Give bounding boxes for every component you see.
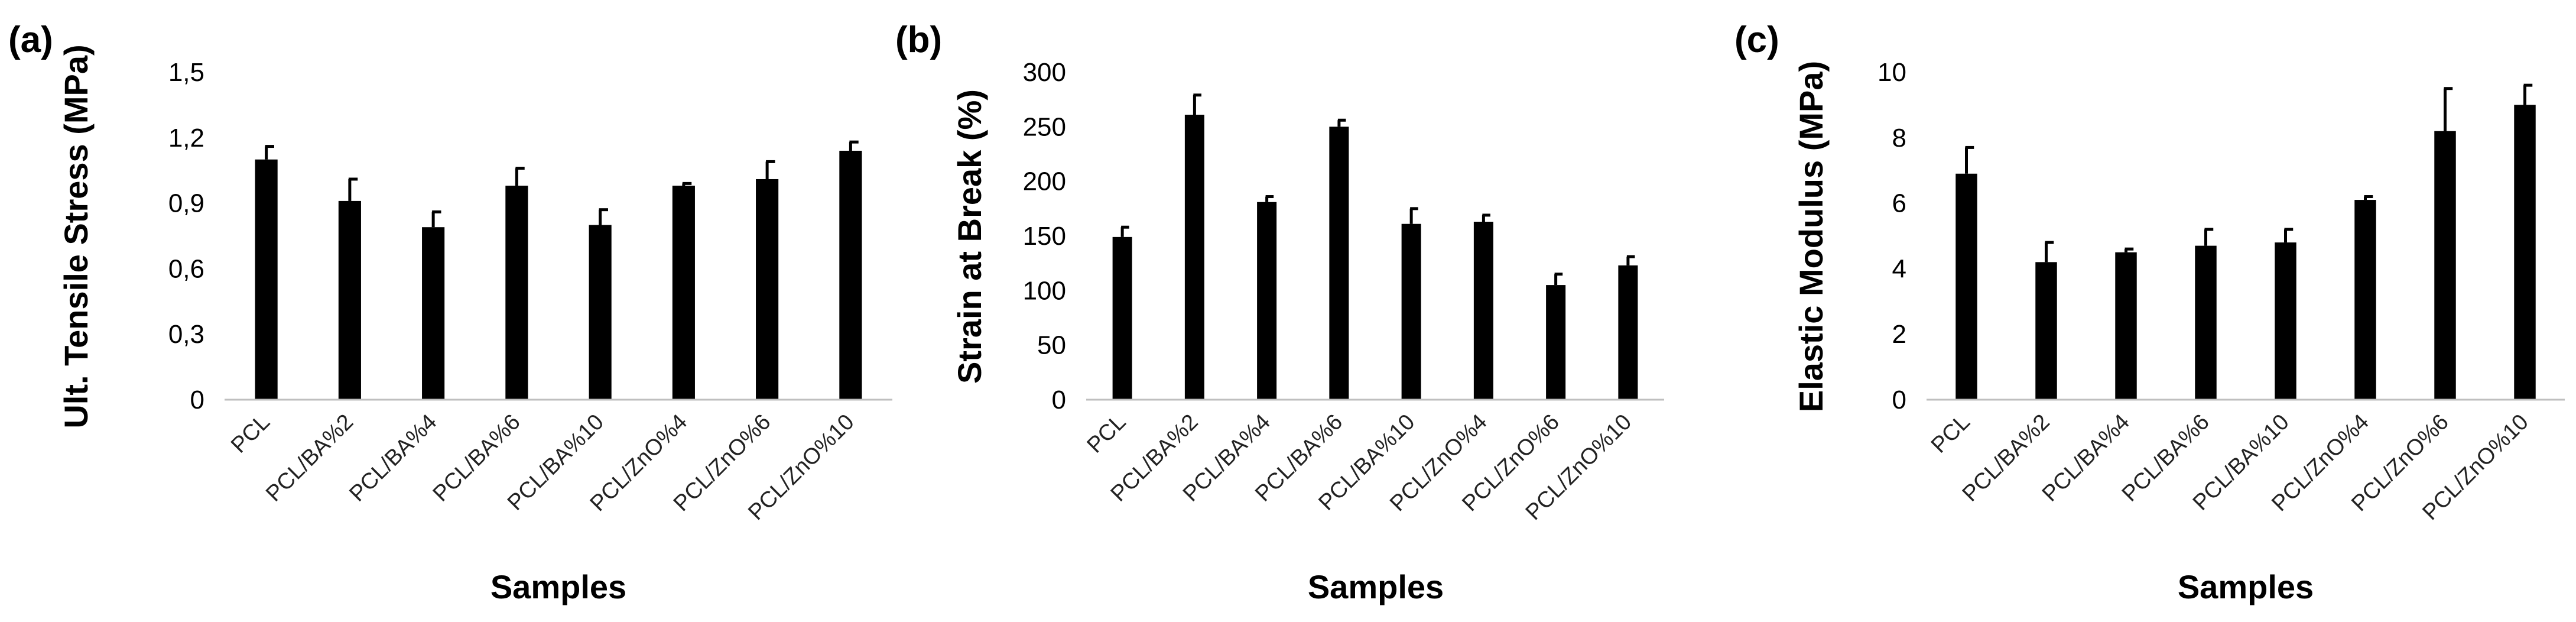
bar-b-1 bbox=[1184, 115, 1204, 400]
error-bars-a bbox=[265, 140, 859, 228]
bar-b-4 bbox=[1401, 223, 1421, 400]
bar-a-4 bbox=[589, 225, 612, 400]
bars-a bbox=[255, 150, 862, 400]
chart-panel-b: (b) Strain at Break (%) Samples 0 50 100 15… bbox=[895, 20, 1664, 605]
error-bar bbox=[1965, 145, 1974, 174]
bar-c-3 bbox=[2195, 245, 2217, 400]
error-bar bbox=[348, 177, 358, 201]
y-tick-label: 6 bbox=[1892, 189, 1906, 218]
y-axis-label-c: Elastic Modulus (MPa) bbox=[1792, 61, 1830, 412]
bar-a-2 bbox=[422, 227, 445, 400]
bar-a-7 bbox=[839, 150, 862, 400]
x-axis-label-b: Samples bbox=[1308, 568, 1444, 605]
y-tick-label: 250 bbox=[1023, 112, 1066, 141]
bar-c-7 bbox=[2514, 105, 2536, 400]
y-tick-label: 4 bbox=[1892, 254, 1906, 283]
y-tick-label: 0 bbox=[190, 385, 204, 414]
y-tick-label: 0,6 bbox=[168, 254, 204, 283]
error-bar bbox=[1265, 195, 1274, 202]
error-bar bbox=[599, 208, 608, 225]
error-bar bbox=[2204, 228, 2214, 246]
y-tick-label: 0,3 bbox=[168, 320, 204, 349]
y-tick-label: 2 bbox=[1892, 320, 1906, 349]
x-tick-labels-c: PCLPCL/BA%2PCL/BA%4PCL/BA%6PCL/BA%10PCL/… bbox=[1927, 410, 2533, 525]
bar-c-0 bbox=[1955, 173, 1977, 400]
bar-c-2 bbox=[2115, 252, 2137, 400]
error-bar bbox=[2284, 228, 2294, 243]
bar-a-5 bbox=[672, 186, 695, 400]
chart-panel-a: (a) Ult. Tensile Stress (MPa) Samples 00… bbox=[8, 20, 892, 605]
y-tick-label: 8 bbox=[1892, 124, 1906, 153]
x-tick-label: PCL bbox=[1927, 410, 1975, 458]
y-tick-labels-c: 0 2 4 6 8 10 bbox=[1877, 58, 1906, 414]
x-tick-label: PCL/BA%2 bbox=[261, 410, 358, 507]
y-tick-label: 100 bbox=[1023, 276, 1066, 305]
x-axis-label-c: Samples bbox=[2178, 568, 2314, 605]
y-tick-label: 50 bbox=[1037, 331, 1066, 360]
bar-a-6 bbox=[756, 179, 779, 400]
y-axis-label-a: Ult. Tensile Stress (MPa) bbox=[57, 44, 95, 428]
panel-letter-c: (c) bbox=[1734, 20, 1779, 60]
bars-b bbox=[1112, 115, 1638, 400]
error-bar bbox=[1120, 225, 1129, 237]
panel-letter-b: (b) bbox=[895, 20, 942, 60]
error-bars-b bbox=[1120, 93, 1635, 286]
y-tick-label: 150 bbox=[1023, 222, 1066, 251]
y-tick-label: 0 bbox=[1892, 385, 1906, 414]
x-tick-label: PCL/BA%4 bbox=[345, 410, 441, 507]
error-bar bbox=[849, 140, 859, 151]
x-tick-label: PCL bbox=[226, 410, 275, 458]
error-bar bbox=[1554, 273, 1563, 286]
y-tick-label: 1,2 bbox=[168, 124, 204, 153]
error-bar bbox=[1337, 118, 1346, 127]
error-bars-c bbox=[1965, 83, 2533, 263]
chart-panel-c: (c) Elastic Modulus (MPa) Samples 0 2 4 6 8 1… bbox=[1734, 20, 2565, 605]
x-tick-labels-a: PCLPCL/BA%2PCL/BA%4PCL/BA%6PCL/BA%10PCL/… bbox=[226, 410, 859, 525]
error-bar bbox=[2364, 195, 2373, 200]
y-tick-label: 300 bbox=[1023, 58, 1066, 87]
error-bar bbox=[2125, 247, 2134, 252]
error-bar bbox=[2444, 87, 2453, 131]
error-bar bbox=[265, 145, 274, 160]
bar-c-1 bbox=[2035, 262, 2057, 400]
y-tick-label: 10 bbox=[1877, 58, 1906, 87]
x-tick-label: PCL bbox=[1083, 410, 1131, 458]
bar-a-3 bbox=[505, 186, 528, 400]
y-axis-label-b: Strain at Break (%) bbox=[951, 89, 988, 384]
y-tick-label: 0,9 bbox=[168, 189, 204, 218]
bars-c bbox=[1955, 105, 2536, 400]
bar-b-2 bbox=[1257, 202, 1277, 400]
error-bar bbox=[515, 167, 525, 186]
bar-c-4 bbox=[2275, 242, 2296, 400]
error-bar bbox=[1409, 207, 1418, 224]
bar-a-1 bbox=[338, 200, 361, 400]
bar-b-5 bbox=[1473, 221, 1493, 400]
x-axis-label-a: Samples bbox=[490, 568, 626, 605]
error-bar bbox=[2045, 241, 2054, 263]
y-tick-label: 1,5 bbox=[168, 58, 204, 87]
y-tick-label: 0 bbox=[1052, 385, 1066, 414]
bar-a-0 bbox=[255, 159, 278, 400]
bar-b-6 bbox=[1546, 285, 1566, 400]
error-bar bbox=[431, 210, 441, 228]
bar-b-0 bbox=[1112, 237, 1132, 400]
error-bar bbox=[2523, 83, 2533, 105]
error-bar bbox=[1193, 93, 1201, 115]
error-bar bbox=[1482, 213, 1490, 222]
error-bar bbox=[682, 182, 692, 186]
y-tick-labels-b: 0 50 100 150 200 250 300 bbox=[1023, 58, 1066, 414]
error-bar bbox=[1626, 255, 1635, 265]
panel-letter-a: (a) bbox=[8, 20, 53, 60]
bar-c-6 bbox=[2434, 131, 2456, 400]
bar-b-7 bbox=[1618, 265, 1638, 400]
y-tick-labels-a: 0 0,3 0,6 0,9 1,2 1,5 bbox=[168, 58, 204, 414]
error-bar bbox=[765, 160, 775, 179]
y-tick-label: 200 bbox=[1023, 167, 1066, 196]
bar-c-5 bbox=[2354, 200, 2376, 400]
bar-b-3 bbox=[1329, 127, 1349, 400]
x-tick-labels-b: PCLPCL/BA%2PCL/BA%4PCL/BA%6PCL/BA%10PCL/… bbox=[1083, 410, 1637, 525]
